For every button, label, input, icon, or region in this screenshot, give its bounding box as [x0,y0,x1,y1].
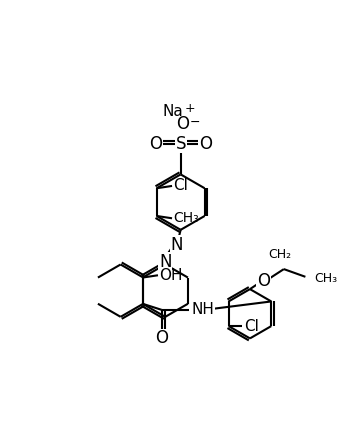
Text: S: S [175,135,186,152]
Text: CH₃: CH₃ [174,211,199,225]
Text: O: O [199,135,212,152]
Text: N: N [171,236,183,254]
Text: O: O [176,115,189,133]
Text: Cl: Cl [174,178,188,194]
Text: CH₃: CH₃ [315,272,338,285]
Text: Cl: Cl [244,319,259,333]
Text: CH₂: CH₂ [269,249,292,262]
Text: N: N [159,253,171,271]
Text: O: O [155,330,168,347]
Text: OH: OH [159,268,183,283]
Text: NH: NH [191,302,214,317]
Text: Na: Na [163,104,183,119]
Text: −: − [190,116,201,129]
Text: O: O [257,272,270,291]
Text: +: + [185,102,195,115]
Text: O: O [149,135,162,152]
